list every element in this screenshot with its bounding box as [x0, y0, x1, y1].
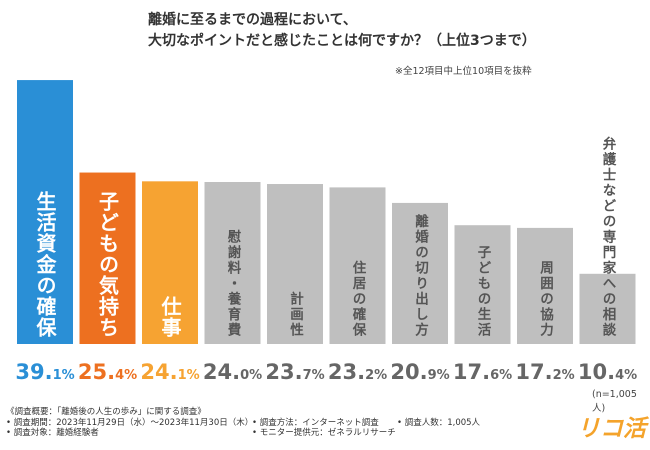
value-label-3: 24.1%	[140, 360, 199, 384]
bar-8	[454, 225, 511, 344]
bar-4	[204, 182, 261, 344]
bar-1	[17, 80, 73, 344]
value-label-6: 23.2%	[328, 360, 387, 384]
bar-3	[142, 181, 198, 344]
survey-summary-heading: 《調査概要：「離婚後の人生の歩み」に関する調査》	[6, 407, 206, 417]
bar-label-7: 離婚の切り出し方	[412, 213, 429, 338]
survey-method: • 調査方法：インターネット調査	[252, 417, 379, 428]
bar-label-5: 計画性	[287, 290, 304, 338]
sample-size-note: (n=1,005人)	[592, 389, 637, 414]
value-label-2: 25.4%	[78, 360, 137, 384]
bar-10	[579, 273, 636, 344]
survey-summary: 《調査概要：「離婚後の人生の歩み」に関する調査》 • 調査期間：2023年11月…	[6, 407, 253, 439]
bar-label-9: 周囲の協力	[537, 260, 554, 338]
value-label-7: 20.9%	[390, 360, 449, 384]
bar-6	[329, 187, 386, 344]
subset-note: ※全12項目中上位10項目を抜粋	[395, 66, 532, 77]
survey-provider: • モニター提供元：ゼネラルリサーチ	[252, 428, 396, 438]
bar-5	[267, 184, 323, 344]
bar-2	[79, 172, 136, 344]
value-label-10: 10.4%	[578, 360, 637, 384]
value-label-1: 39.1%	[15, 360, 74, 384]
bar-7	[392, 202, 448, 344]
bar-label-1: 生活資金の確保	[33, 191, 57, 338]
survey-period: • 調査期間：2023年11月29日（水）～2023年11月30日（木）	[6, 417, 254, 428]
bar-9	[517, 227, 573, 344]
chart-title: 離婚に至るまでの過程において、 大切なポイントだと感じたことは何ですか？（上位3…	[148, 10, 536, 52]
survey-target: • 調査対象：離婚経験者	[6, 428, 99, 438]
bar-label-2: 子どもの気持ち	[96, 191, 120, 338]
brand-logo: リコ活	[577, 416, 646, 442]
value-label-8: 17.6%	[453, 360, 512, 384]
chart-title-line1: 離婚に至るまでの過程において、	[148, 12, 357, 28]
bar-label-4: 慰謝料・養育費	[225, 228, 243, 338]
bar-label-8: 子どもの生活	[475, 245, 492, 338]
value-label-9: 17.2%	[515, 360, 574, 384]
bar-label-3: 仕事	[158, 295, 182, 338]
value-label-4: 24.0%	[203, 360, 262, 384]
bar-label-6: 住居の確保	[350, 259, 368, 338]
value-label-5: 23.7%	[265, 360, 324, 384]
chart-title-line2: 大切なポイントだと感じたことは何ですか？（上位3つまで）	[148, 33, 536, 49]
survey-count: • 調査人数：1,005人	[397, 417, 481, 428]
bar-label-10: 弁護士などの専門家への相談	[600, 135, 617, 338]
